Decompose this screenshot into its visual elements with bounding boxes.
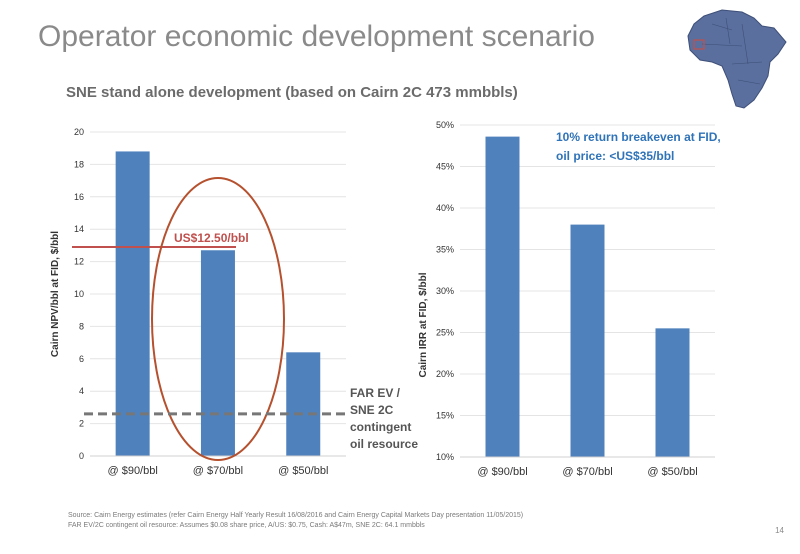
far-ev-label: FAR EV / SNE 2C contingent oil resource bbox=[350, 386, 418, 451]
npv-y-tick-label: 14 bbox=[74, 224, 84, 234]
irr-y-tick-label: 45% bbox=[436, 162, 454, 172]
npv-y-tick-labels: 0 2 4 6 8 10 12 14 16 18 20 bbox=[74, 127, 84, 461]
irr-bar bbox=[655, 328, 690, 457]
npv-y-tick-label: 6 bbox=[79, 354, 84, 364]
irr-y-axis-label: Cairn IRR at FID, $/bbl bbox=[418, 272, 429, 377]
npv-chart: 0 2 4 6 8 10 12 14 16 18 20 @ $90/bbl @ $70/bbl @ $5… bbox=[50, 127, 418, 477]
npv-y-tick-label: 0 bbox=[79, 451, 84, 461]
npv-y-tick-label: 8 bbox=[79, 321, 84, 331]
irr-y-tick-label: 10% bbox=[436, 452, 454, 462]
npv-x-tick-labels: @ $90/bbl @ $70/bbl @ $50/bbl bbox=[107, 465, 328, 477]
npv-y-tick-label: 4 bbox=[79, 386, 84, 396]
slide-subtitle: SNE stand alone development (based on Ca… bbox=[66, 84, 518, 101]
africa-map-logo bbox=[687, 9, 787, 109]
npv-y-tick-label: 10 bbox=[74, 289, 84, 299]
irr-x-tick-label: @ $70/bbl bbox=[562, 466, 612, 478]
irr-y-tick-label: 40% bbox=[436, 203, 454, 213]
irr-x-tick-labels: @ $90/bbl @ $70/bbl @ $50/bbl bbox=[477, 466, 697, 478]
npv-bar bbox=[286, 352, 321, 456]
irr-y-tick-label: 25% bbox=[436, 328, 454, 338]
npv-x-tick-label: @ $50/bbl bbox=[278, 465, 328, 477]
far-ev-label-line: FAR EV / bbox=[350, 386, 401, 400]
irr-bar bbox=[570, 224, 605, 457]
page-number: 14 bbox=[775, 526, 784, 535]
source-note: Source: Cairn Energy estimates (refer Ca… bbox=[68, 511, 523, 531]
npv-y-tick-label: 2 bbox=[79, 419, 84, 429]
npv-threshold-label: US$12.50/bbl bbox=[174, 231, 249, 245]
irr-x-tick-label: @ $90/bbl bbox=[477, 466, 527, 478]
irr-y-tick-label: 20% bbox=[436, 369, 454, 379]
irr-y-tick-label: 50% bbox=[436, 120, 454, 130]
irr-y-tick-label: 35% bbox=[436, 245, 454, 255]
npv-y-tick-label: 12 bbox=[74, 257, 84, 267]
npv-x-tick-label: @ $90/bbl bbox=[107, 465, 157, 477]
npv-bar bbox=[200, 250, 235, 456]
npv-x-tick-label: @ $70/bbl bbox=[193, 465, 243, 477]
slide-title: Operator economic development scenario bbox=[38, 20, 595, 53]
irr-y-tick-labels: 10% 15% 20% 25% 30% 35% 40% 45% 50% bbox=[436, 120, 454, 462]
npv-y-axis-label: Cairn NPV/bbl at FID, $/bbl bbox=[50, 231, 61, 357]
source-line: FAR EV/2C contingent oil resource: Assum… bbox=[68, 522, 425, 529]
irr-chart: 10%15%20%25%30%35%40%45%50% @ $90/bbl @ $… bbox=[418, 120, 721, 478]
irr-bars bbox=[485, 136, 690, 457]
far-ev-label-line: SNE 2C bbox=[350, 403, 394, 417]
npv-y-tick-label: 20 bbox=[74, 127, 84, 137]
irr-y-tick-label: 30% bbox=[436, 286, 454, 296]
source-line: Source: Cairn Energy estimates (refer Ca… bbox=[68, 512, 524, 519]
npv-y-tick-label: 16 bbox=[74, 192, 84, 202]
npv-bar bbox=[115, 151, 150, 456]
irr-x-tick-label: @ $50/bbl bbox=[647, 466, 697, 478]
far-ev-label-line: oil resource bbox=[350, 437, 418, 451]
breakeven-annotation-line: 10% return breakeven at FID, bbox=[556, 130, 721, 144]
breakeven-annotation-line: oil price: <US$35/bbl bbox=[556, 149, 674, 163]
npv-highlight-ellipse bbox=[151, 177, 285, 461]
irr-bar bbox=[485, 136, 520, 457]
npv-y-tick-label: 18 bbox=[74, 159, 84, 169]
far-ev-label-line: contingent bbox=[350, 420, 411, 434]
npv-bars bbox=[115, 151, 321, 456]
irr-y-tick-label: 15% bbox=[436, 411, 454, 421]
